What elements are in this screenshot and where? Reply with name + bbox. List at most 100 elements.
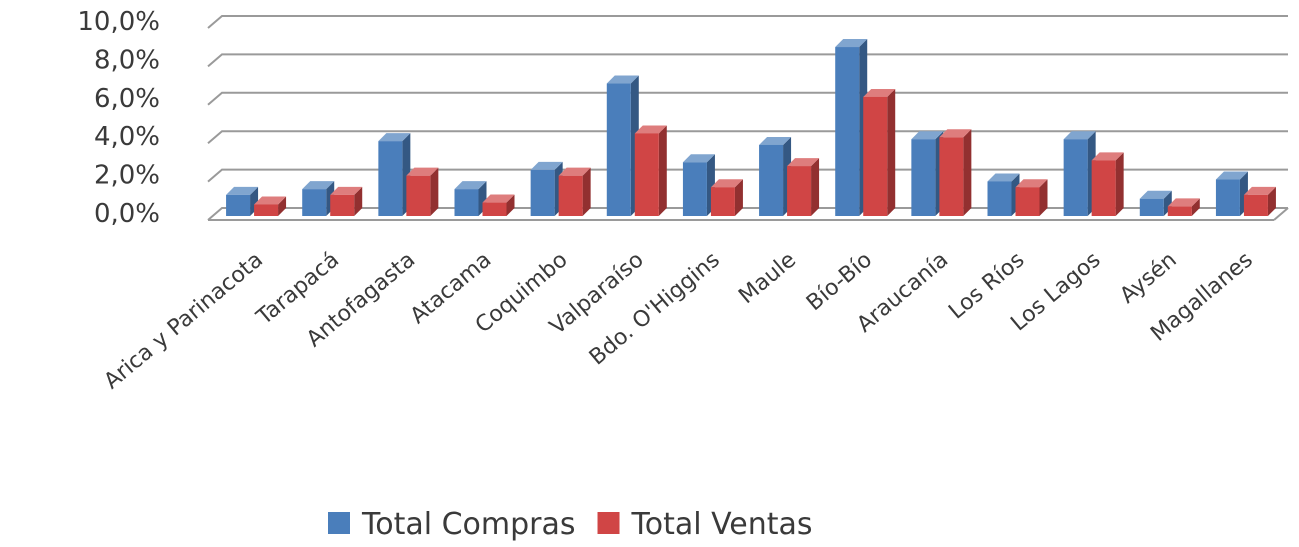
bar-top: [710, 179, 743, 188]
y-axis-ticks: 0,0% 2,0% 4,0% 6,0% 8,0% 10,0%: [77, 7, 160, 229]
bar-top: [835, 39, 868, 48]
bar-front: [1215, 179, 1240, 216]
bar-ventas: [482, 194, 515, 216]
bar-compras: [1139, 190, 1172, 216]
gridline: [207, 53, 1288, 68]
bar-side: [811, 158, 820, 216]
bar-top: [1167, 198, 1200, 207]
bar-front: [1167, 206, 1192, 216]
bar-compras: [302, 181, 335, 216]
bar-top: [634, 125, 667, 134]
bar-ventas: [634, 125, 667, 216]
x-category-label: Arica y Parinacota: [100, 247, 268, 394]
bar-compras: [606, 75, 639, 217]
x-axis-categories: Arica y ParinacotaTarapacáAntofagastaAta…: [100, 247, 1258, 394]
bar-side: [1115, 152, 1124, 216]
y-tick-label: 10,0%: [77, 7, 160, 37]
bar-front: [1091, 160, 1116, 216]
bar-side: [506, 194, 515, 216]
bar-top: [482, 194, 515, 203]
bar-compras: [987, 173, 1020, 216]
y-tick-label: 6,0%: [94, 84, 160, 114]
bar-top: [1063, 131, 1096, 140]
gridline: [207, 207, 1288, 221]
bar-front: [987, 181, 1012, 216]
bar-top: [606, 75, 639, 84]
bar-top: [454, 181, 487, 190]
bar-side: [582, 167, 591, 216]
bar-top: [911, 131, 944, 140]
bar-side: [887, 88, 896, 216]
bar-front: [1015, 187, 1040, 216]
bar-compras: [911, 131, 944, 216]
bar-front: [939, 137, 964, 216]
bar-front: [606, 83, 631, 217]
bar-top: [226, 186, 259, 195]
floor-right-edge: [1273, 207, 1289, 221]
bar-side: [963, 129, 972, 216]
bar-front: [863, 96, 888, 216]
gridline: [207, 91, 1288, 106]
gridline: [207, 168, 1288, 183]
legend-label: Total Ventas: [631, 507, 813, 542]
bar-front: [406, 175, 431, 216]
bar-compras: [1063, 131, 1096, 216]
bar-front: [226, 194, 251, 216]
y-tick-label: 2,0%: [94, 161, 160, 191]
bar-top: [530, 161, 563, 170]
y-tick-label: 8,0%: [94, 45, 160, 75]
bar-front: [787, 166, 812, 216]
bar-front: [330, 194, 355, 216]
legend-swatch: [597, 512, 620, 534]
bars: [226, 39, 1276, 217]
bar-compras: [759, 136, 792, 216]
bar-compras: [378, 133, 411, 216]
bar-compras: [530, 161, 563, 216]
x-category-label: Maule: [734, 247, 801, 309]
legend-label: Total Compras: [361, 507, 576, 542]
bar-front: [378, 141, 403, 216]
bar-side: [1191, 198, 1200, 216]
bar-top: [787, 158, 820, 167]
bar-top: [330, 186, 363, 195]
bar-front: [835, 47, 860, 216]
bar-front: [302, 189, 327, 216]
bar-top: [863, 88, 896, 97]
bar-top: [1015, 179, 1048, 188]
bar-top: [987, 173, 1020, 182]
bar-front: [558, 175, 583, 216]
bar-top: [939, 129, 972, 138]
x-category-label: Bdo. O'Higgins: [585, 247, 725, 370]
bar-ventas: [406, 167, 439, 216]
bar-front: [1063, 139, 1088, 216]
bar-ventas: [1243, 186, 1276, 216]
y-tick-label: 4,0%: [94, 122, 160, 152]
bar-ventas: [1167, 198, 1200, 216]
bar-ventas: [710, 179, 743, 216]
bar-side: [278, 196, 287, 216]
bar-compras: [226, 186, 259, 216]
bar-top: [1091, 152, 1124, 161]
bar-front: [710, 187, 735, 216]
bar-ventas: [558, 167, 591, 216]
bar-front: [1139, 198, 1164, 216]
bar-ventas: [787, 158, 820, 216]
legend: Total Compras Total Ventas: [328, 507, 813, 542]
bar-top: [759, 136, 792, 145]
bar-ventas: [1015, 179, 1048, 216]
bar-top: [254, 196, 287, 205]
bar-front: [254, 204, 279, 216]
bar-compras: [1215, 171, 1248, 216]
bar-top: [1243, 186, 1276, 195]
bar-ventas: [863, 88, 896, 216]
legend-swatch: [328, 512, 350, 534]
bar-ventas: [254, 196, 287, 216]
x-category-label: Aysén: [1115, 247, 1181, 308]
bar-side: [430, 167, 439, 216]
bar-top: [558, 167, 591, 176]
bar-ventas: [1091, 152, 1124, 216]
bar-ventas: [939, 129, 972, 216]
bar-compras: [835, 39, 868, 216]
bar-front: [682, 162, 707, 216]
